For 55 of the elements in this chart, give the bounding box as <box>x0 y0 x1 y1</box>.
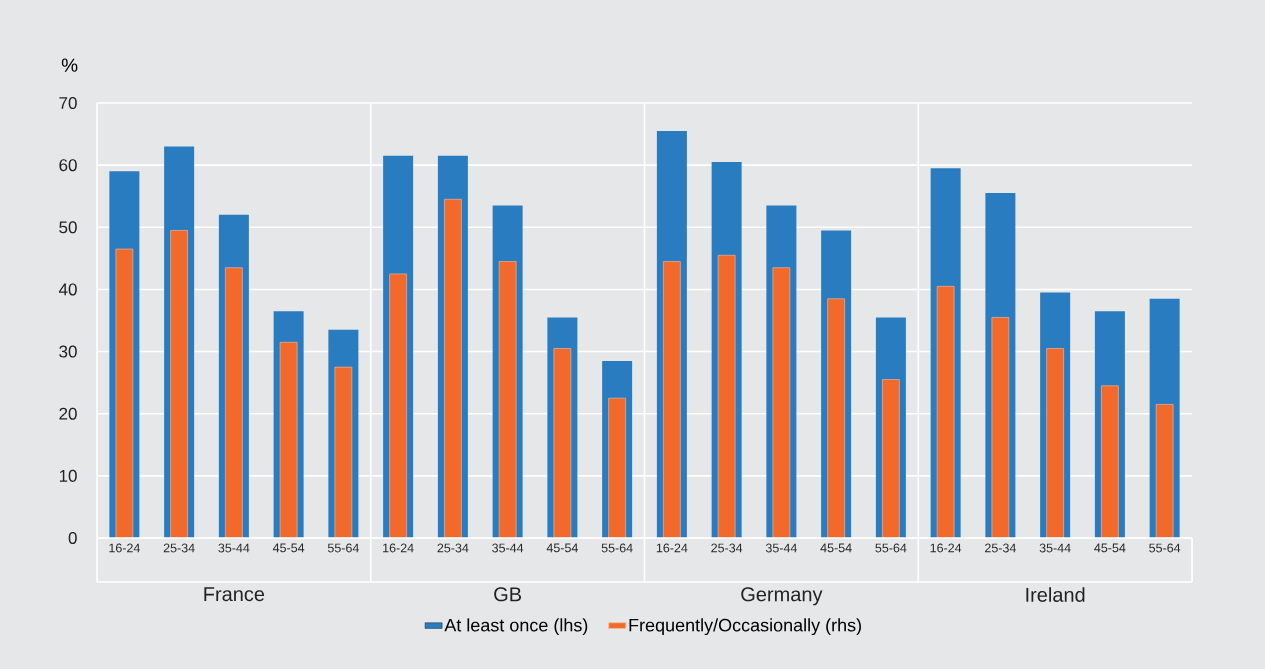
x-tick-label: 25-34 <box>163 543 195 553</box>
bar <box>389 273 407 539</box>
bar <box>498 261 517 539</box>
bar <box>1155 404 1174 539</box>
bar <box>553 348 572 539</box>
y-tick-label: 10 <box>59 469 77 482</box>
x-tick-label: 55-64 <box>875 543 907 553</box>
bar <box>1101 385 1119 539</box>
x-tick-label: 25-34 <box>985 543 1016 553</box>
y-tick-label: 30 <box>59 345 77 358</box>
x-axis-title: Ireland <box>1026 587 1085 602</box>
x-tick-label: 45-54 <box>1094 543 1126 553</box>
x-tick-label: 55-64 <box>601 543 633 553</box>
bar <box>225 267 243 539</box>
x-tick-label: 35-44 <box>1039 543 1071 553</box>
x-tick-label: 35-44 <box>492 543 524 553</box>
x-tick-label: 45-54 <box>546 543 578 553</box>
x-tick-label: 25-34 <box>437 543 469 553</box>
bar <box>279 341 298 539</box>
y-tick-label: 70 <box>59 96 77 110</box>
bar <box>717 254 736 539</box>
y-tick-label: 50 <box>59 221 77 234</box>
bar <box>334 366 353 539</box>
y-tick-label: 40 <box>58 283 77 296</box>
y-axis-title: % <box>61 58 78 72</box>
x-tick-label: 35-44 <box>218 543 250 553</box>
x-axis-title: France <box>204 587 265 602</box>
bar <box>444 199 462 539</box>
legend-label: Frequently/Occasionally (rhs) <box>629 618 861 636</box>
bar <box>991 317 1010 539</box>
y-tick-label: 60 <box>59 159 77 172</box>
bar <box>1046 348 1064 539</box>
bar <box>170 230 188 539</box>
x-tick-label: 16-24 <box>383 543 414 553</box>
x-axis-title: GB <box>494 587 522 602</box>
x-tick-label: 45-54 <box>820 543 852 553</box>
bar <box>663 261 681 539</box>
y-tick-label: 0 <box>68 531 77 545</box>
x-tick-label: 16-24 <box>109 543 140 553</box>
bar <box>936 286 955 539</box>
bar <box>115 248 134 539</box>
x-tick-label: 55-64 <box>327 543 359 553</box>
x-tick-label: 35-44 <box>765 543 797 553</box>
bar <box>827 298 845 539</box>
x-tick-label: 55-64 <box>1149 543 1181 553</box>
x-tick-label: 16-24 <box>930 543 962 553</box>
bar <box>882 379 900 539</box>
legend-label: At least once (lhs) <box>444 618 588 636</box>
bar <box>772 267 791 539</box>
y-tick-label: 20 <box>59 407 77 420</box>
bar <box>608 397 626 539</box>
x-axis-title: Germany <box>741 587 823 606</box>
x-tick-label: 45-54 <box>272 543 305 553</box>
x-tick-label: 16-24 <box>656 543 688 553</box>
x-tick-label: 25-34 <box>711 543 743 553</box>
